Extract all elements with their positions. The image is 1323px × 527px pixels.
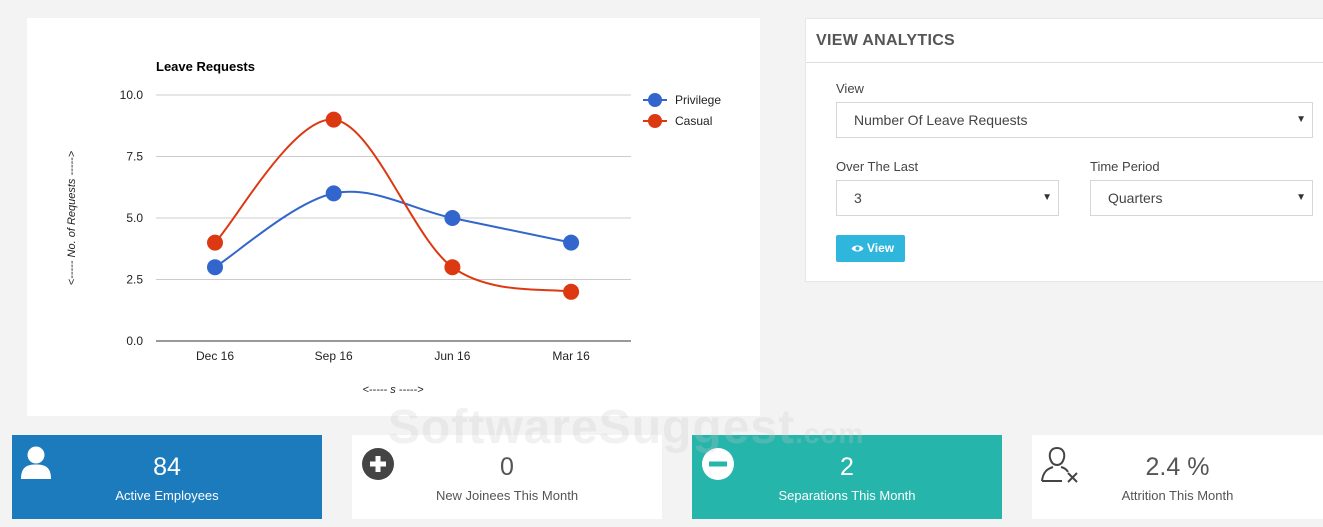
active-employees-label: Active Employees bbox=[115, 488, 219, 503]
series-line-privilege bbox=[214, 190, 572, 269]
x-tick-label: Sep 16 bbox=[315, 349, 353, 363]
chevron-down-icon: ▼ bbox=[1296, 192, 1306, 203]
separations-value: 2 bbox=[840, 453, 854, 481]
x-tick-label: Mar 16 bbox=[552, 349, 590, 363]
view-select[interactable]: Number Of Leave Requests ▼ bbox=[836, 102, 1313, 138]
user-icon bbox=[21, 446, 51, 479]
data-point-privilege[interactable] bbox=[563, 234, 580, 251]
y-tick-label: 0.0 bbox=[126, 334, 143, 348]
y-tick-label: 7.5 bbox=[126, 150, 143, 164]
leave-requests-chart-panel: Leave Requests 10.0 7.5 5.0 2.5 0.0 Dec 16 Se… bbox=[27, 18, 760, 416]
series-line-casual bbox=[214, 118, 572, 293]
view-analytics-panel: VIEW ANALYTICS View Number Of Leave Requ… bbox=[805, 18, 1323, 282]
view-button-label: View bbox=[867, 241, 895, 255]
x-tick-label: Dec 16 bbox=[196, 349, 234, 363]
x-axis-label: <----- s -----> bbox=[362, 384, 424, 396]
new-joinees-label: New Joinees This Month bbox=[435, 488, 579, 503]
time-period-value: Quarters bbox=[1108, 190, 1163, 206]
view-label: View bbox=[836, 81, 864, 96]
data-point-casual[interactable] bbox=[563, 283, 580, 300]
over-the-last-label: Over The Last bbox=[836, 159, 919, 174]
data-point-privilege[interactable] bbox=[444, 210, 461, 226]
attrition-label: Attrition This Month bbox=[1121, 488, 1234, 503]
eye-icon bbox=[851, 245, 864, 252]
x-tick-label: Jun 16 bbox=[434, 349, 470, 363]
over-the-last-value: 3 bbox=[854, 190, 862, 206]
new-joinees-card[interactable]: 0 New Joinees This Month bbox=[352, 435, 662, 519]
chart-title: Leave Requests bbox=[156, 59, 255, 74]
legend-marker-casual bbox=[648, 114, 662, 128]
minus-circle-icon bbox=[702, 448, 734, 480]
time-period-label: Time Period bbox=[1090, 159, 1160, 174]
active-employees-card[interactable]: 84 Active Employees bbox=[12, 435, 322, 519]
new-joinees-value: 0 bbox=[500, 453, 514, 481]
separations-card[interactable]: 2 Separations This Month bbox=[692, 435, 1002, 519]
data-point-casual[interactable] bbox=[444, 259, 461, 276]
y-tick-label: 5.0 bbox=[126, 211, 143, 225]
view-analytics-header: VIEW ANALYTICS bbox=[806, 19, 1323, 63]
data-point-privilege[interactable] bbox=[207, 259, 223, 276]
plus-circle-icon bbox=[362, 448, 394, 480]
attrition-value: 2.4 % bbox=[1145, 453, 1210, 481]
leave-requests-chart: Leave Requests 10.0 7.5 5.0 2.5 0.0 Dec 16 Se… bbox=[66, 59, 721, 396]
y-axis-label: <----- No. of Requests -----> bbox=[66, 150, 78, 285]
active-employees-value: 84 bbox=[153, 453, 181, 481]
over-the-last-select[interactable]: 3 ▼ bbox=[836, 180, 1059, 216]
legend-label-privilege: Privilege bbox=[675, 93, 721, 107]
data-point-casual[interactable] bbox=[207, 234, 223, 251]
separations-label: Separations This Month bbox=[778, 488, 916, 503]
user-remove-icon bbox=[1041, 446, 1078, 483]
y-tick-label: 10.0 bbox=[120, 88, 144, 102]
data-point-casual[interactable] bbox=[325, 111, 342, 128]
time-period-select[interactable]: Quarters ▼ bbox=[1090, 180, 1313, 216]
chevron-down-icon: ▼ bbox=[1042, 192, 1052, 203]
legend-marker-privilege bbox=[648, 93, 662, 107]
y-tick-label: 2.5 bbox=[126, 273, 143, 287]
attrition-card[interactable]: 2.4 % Attrition This Month bbox=[1032, 435, 1323, 519]
chevron-down-icon: ▼ bbox=[1296, 114, 1306, 125]
data-point-privilege[interactable] bbox=[325, 185, 342, 202]
view-select-value: Number Of Leave Requests bbox=[854, 112, 1028, 128]
view-button[interactable]: View bbox=[836, 235, 905, 262]
legend-label-casual: Casual bbox=[675, 114, 712, 128]
